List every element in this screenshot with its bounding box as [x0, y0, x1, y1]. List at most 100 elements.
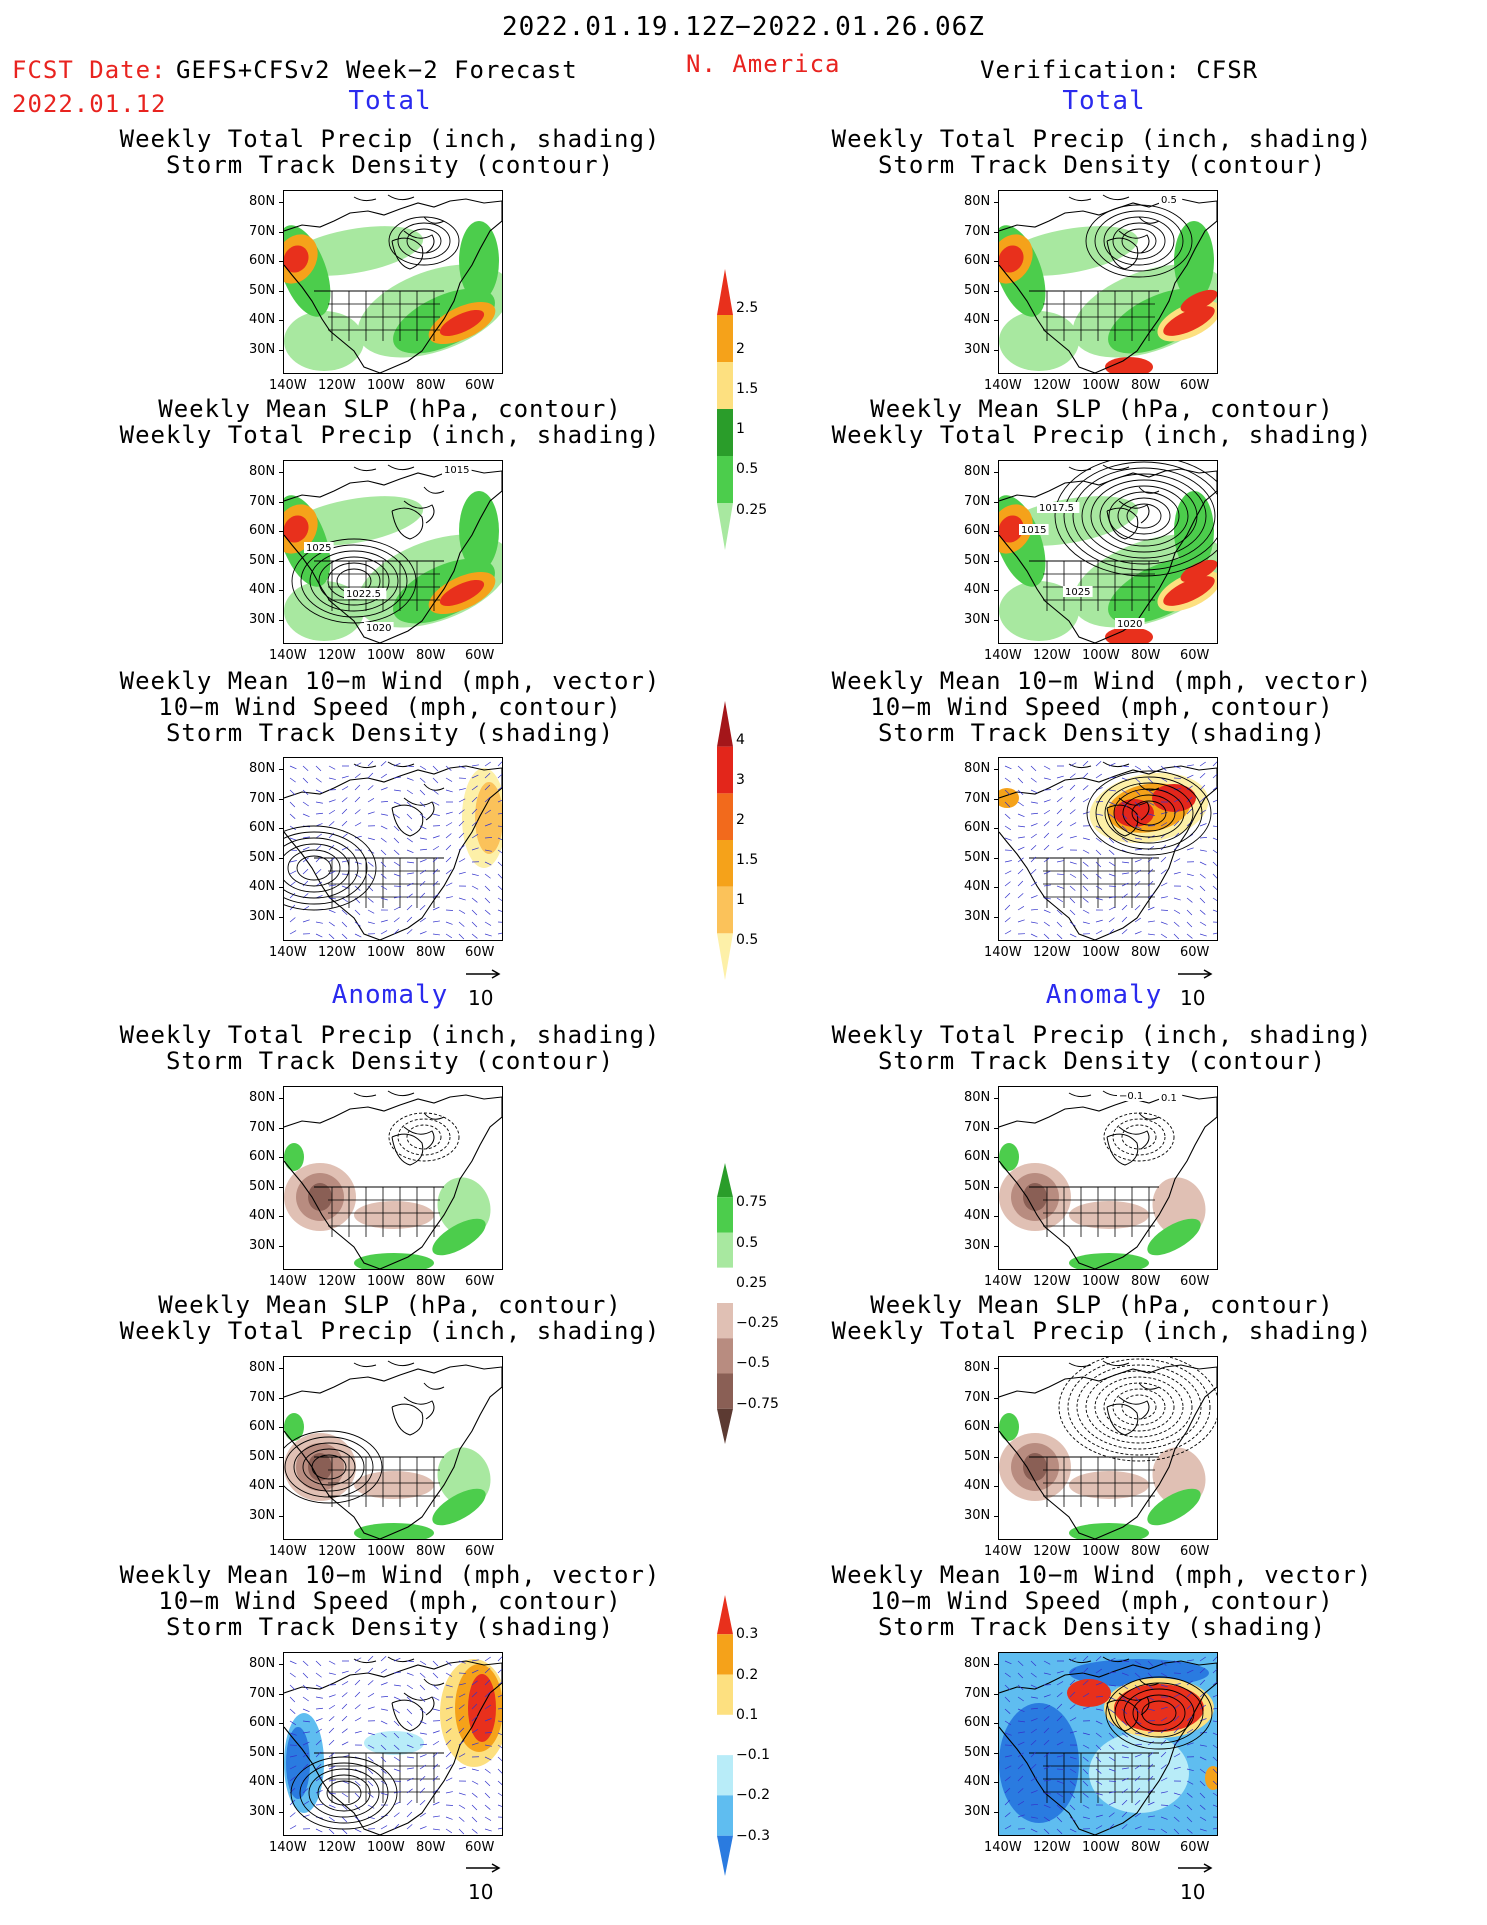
lat-label: 30N	[249, 611, 276, 627]
lon-label: 80W	[1131, 1544, 1161, 1559]
lon-label: 100W	[1082, 1544, 1120, 1559]
lat-label: 70N	[249, 223, 276, 239]
hudson-bay	[1106, 1133, 1139, 1166]
precip-heavy	[284, 245, 309, 273]
arctic-islands	[353, 194, 445, 254]
lon-label: 100W	[367, 1274, 405, 1289]
slp-contour-label-bg	[1115, 618, 1145, 629]
lat-tick	[994, 1693, 998, 1695]
arctic-islands	[1068, 1656, 1160, 1716]
lat-label: 50N	[249, 1448, 276, 1464]
vector-scale-value: 10	[1180, 986, 1206, 1010]
lon-label: 140W	[984, 648, 1022, 663]
colorbar-svg	[717, 701, 733, 980]
colorbar-tick-label: 1.5	[736, 380, 759, 397]
lat-tick	[279, 590, 283, 591]
lat-tick	[279, 1456, 283, 1458]
colorbar-total-precip	[716, 268, 734, 556]
colorbar-segment	[717, 269, 733, 315]
coastline	[999, 198, 1217, 373]
lat-label: 70N	[249, 1119, 276, 1135]
lon-label: 60W	[465, 378, 495, 393]
track-anom-label: 0.1	[1161, 1093, 1177, 1104]
lat-label: 40N	[249, 1774, 276, 1789]
precip-deficit	[354, 1471, 434, 1499]
lat-tick	[994, 1216, 998, 1217]
lat-tick	[279, 531, 283, 532]
lat-tick	[994, 1486, 998, 1487]
lat-tick	[994, 916, 998, 918]
slp-contour-label: 1020	[1117, 619, 1142, 630]
vector-arrow-icon	[1178, 969, 1213, 979]
lat-label: 50N	[964, 552, 991, 568]
map-canvas: 0.5	[999, 194, 1217, 373]
lat-tick	[279, 261, 283, 262]
lat-label: 80N	[964, 1090, 991, 1105]
colorbar-svg	[717, 1163, 733, 1444]
colorbar-precip-anomaly	[716, 1162, 734, 1450]
panel-title-r5: Weekly Mean SLP (hPa, contour) Weekly To…	[812, 1292, 1392, 1344]
panel-title-line: Storm Track Density (shading)	[165, 1613, 615, 1641]
colorbar-segment	[717, 1408, 733, 1444]
lon-label: 120W	[1033, 1274, 1071, 1289]
lon-label: 120W	[318, 945, 356, 960]
lon-label: 140W	[269, 1274, 307, 1289]
lat-tick	[994, 261, 998, 262]
track-anom-neg	[364, 1731, 424, 1755]
coastline	[999, 1364, 1217, 1539]
panel-title-l4: Weekly Total Precip (inch, shading) Stor…	[100, 1022, 680, 1074]
lat-tick	[279, 320, 283, 321]
date-range-title: 2022.01.19.12Z−2022.01.26.06Z	[502, 12, 985, 42]
lon-label: 100W	[367, 945, 405, 960]
colorbar-segment	[717, 1755, 733, 1796]
lat-tick	[994, 231, 998, 233]
lat-tick	[994, 1427, 998, 1428]
precip-deficit	[308, 1453, 332, 1481]
state-borders	[1029, 1752, 1159, 1803]
panel-title-r3: Weekly Mean 10−m Wind (mph, vector) 10−m…	[792, 668, 1412, 746]
lat-label: 30N	[964, 1237, 991, 1253]
panel-title-r2: Weekly Mean SLP (hPa, contour) Weekly To…	[812, 396, 1392, 448]
colorbar-tick-label: 1	[736, 892, 745, 908]
lat-tick	[279, 231, 283, 233]
lat-tick	[279, 828, 283, 829]
lat-tick	[279, 472, 283, 473]
lat-tick	[279, 1486, 283, 1487]
panel-title-line: Storm Track Density (shading)	[877, 719, 1327, 747]
lat-label: 50N	[964, 1448, 991, 1464]
colorbar-tick-label: 0.25	[736, 1274, 768, 1291]
precip-heavy	[1105, 627, 1153, 643]
lat-tick	[994, 560, 998, 562]
lon-label: 140W	[269, 648, 307, 663]
coastline	[284, 1094, 502, 1269]
colorbar-tick-label: 0.5	[736, 1234, 759, 1251]
colorbar-tick-label: 0.5	[736, 932, 759, 948]
colorbar-tick-label: 0.25	[736, 501, 768, 518]
precip-surplus	[999, 1413, 1019, 1441]
panel-title-line: Storm Track Density (contour)	[165, 1047, 615, 1075]
colorbar-svg	[717, 1595, 733, 1876]
lon-label: 120W	[1033, 648, 1071, 663]
slp-contour-label-bg	[1037, 502, 1080, 513]
panel-title-line: Weekly Total Precip (inch, shading)	[119, 421, 661, 449]
lat-label: 40N	[964, 879, 991, 894]
precip-heavy	[284, 515, 309, 543]
lon-label: 120W	[318, 378, 356, 393]
panel-title-line: 10−m Wind Speed (mph, contour)	[158, 1587, 622, 1615]
lat-label: 70N	[249, 493, 276, 509]
wind-vectors	[289, 1655, 502, 1835]
lat-tick	[279, 887, 283, 888]
lat-label: 40N	[249, 1208, 276, 1223]
lat-label: 30N	[964, 611, 991, 627]
colorbar-tick-label: 0.1	[736, 1706, 759, 1723]
lat-label: 80N	[964, 761, 991, 776]
precip-surplus	[432, 1488, 486, 1526]
panel-title-line: Weekly Mean SLP (hPa, contour)	[158, 1291, 622, 1319]
lat-tick	[279, 1515, 283, 1517]
state-borders	[314, 1752, 444, 1803]
lat-tick	[279, 560, 283, 562]
lat-tick	[279, 1127, 283, 1129]
state-borders	[1029, 1186, 1159, 1237]
lat-tick	[994, 1456, 998, 1458]
lat-tick	[994, 1811, 998, 1813]
